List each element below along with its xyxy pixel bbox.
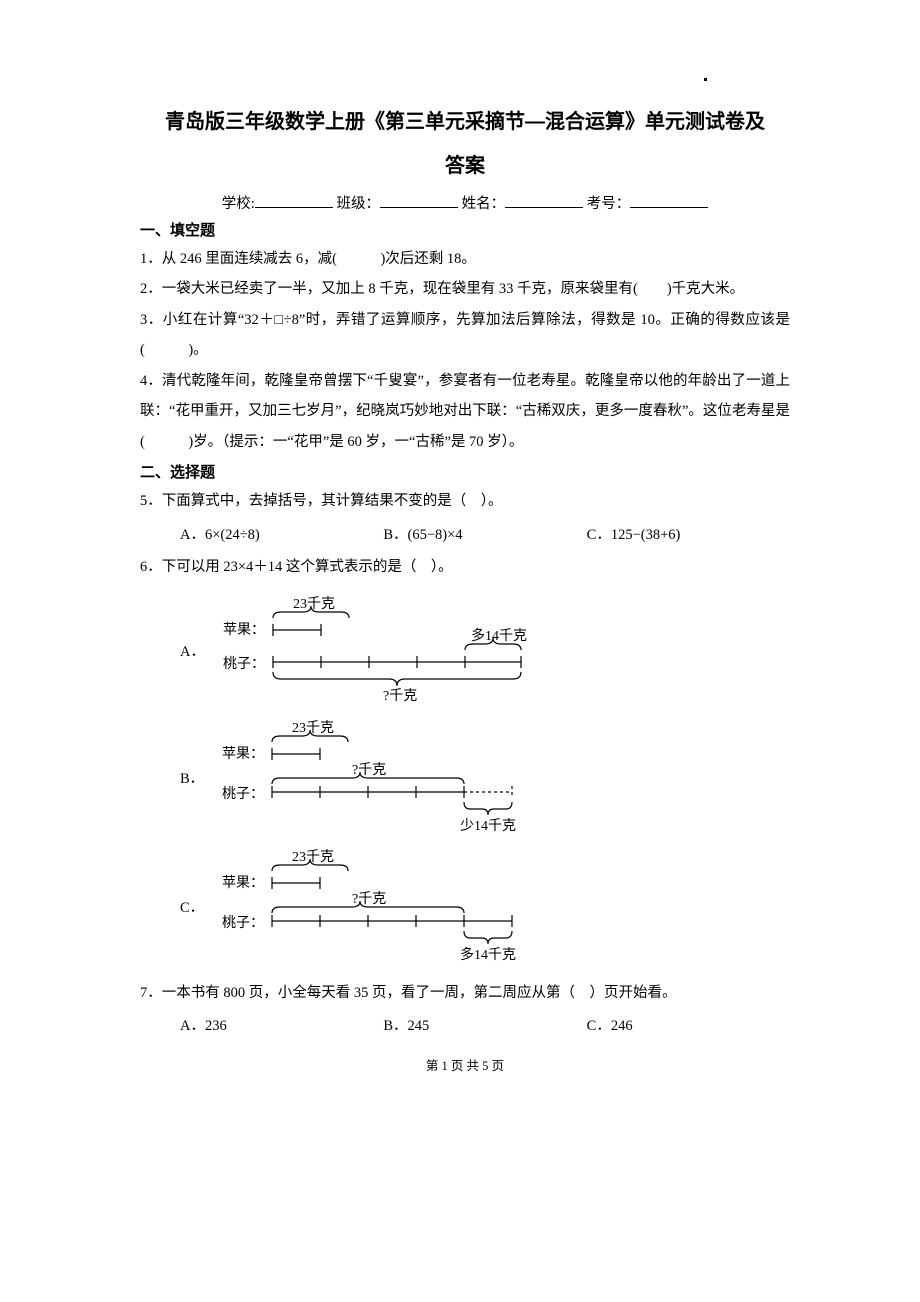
q5-option-b: B．(65−8)×4 (383, 523, 586, 544)
label-peach: 桃子： (222, 915, 264, 931)
q6-option-b-label: B． (180, 767, 204, 788)
label-23kg: 23千克 (292, 720, 334, 736)
question-3: 3．小红在计算“32＋□÷8”时，弄错了运算顺序，先算加法后算除法，得数是 10… (140, 305, 790, 366)
q7-option-c: C．246 (587, 1014, 790, 1035)
question-6: 6．下可以用 23×4＋14 这个算式表示的是（ ）。 (140, 552, 790, 582)
label-apple: 苹果： (222, 875, 264, 891)
page-footer: 第 1 页 共 5 页 (140, 1055, 790, 1074)
label-name: 姓名： (462, 196, 506, 212)
label-id: 考号： (587, 196, 631, 212)
label-peach: 桃子： (223, 656, 265, 672)
page-title: 青岛版三年级数学上册《第三单元采摘节—混合运算》单元测试卷及 答案 (140, 100, 790, 188)
label-qkg: ?千克 (383, 688, 417, 704)
student-info-line: 学校: 班级： 姓名： 考号： (140, 192, 790, 213)
q6-option-c-label: C． (180, 896, 204, 917)
label-class: 班级： (336, 196, 380, 212)
q7-option-b: B．245 (383, 1014, 586, 1035)
title-line-1: 青岛版三年级数学上册《第三单元采摘节—混合运算》单元测试卷及 (140, 100, 790, 144)
label-school: 学校: (222, 196, 255, 212)
q5-option-c: C．125−(38+6) (587, 523, 790, 544)
q6-option-c: C． 23千克 苹果： ?千克 桃子： (180, 849, 790, 964)
blank-id[interactable] (630, 193, 708, 208)
label-23kg: 23千克 (292, 849, 334, 865)
blank-class[interactable] (380, 193, 458, 208)
label-less14: 少14千克 (460, 818, 516, 834)
label-23kg: 23千克 (293, 596, 335, 612)
question-2: 2．一袋大米已经卖了一半，又加上 8 千克，现在袋里有 33 千克，原来袋里有(… (140, 274, 790, 304)
label-more14: 多14千克 (460, 946, 516, 963)
blank-school[interactable] (255, 193, 333, 208)
q5-option-a: A．6×(24÷8) (180, 523, 383, 544)
section-2-header: 二、选择题 (140, 461, 790, 482)
q6-option-b: B． 23千克 苹果： ?千克 桃子： (180, 720, 790, 835)
section-1-header: 一、填空题 (140, 219, 790, 240)
title-line-2: 答案 (140, 144, 790, 188)
blank-name[interactable] (505, 193, 583, 208)
question-5-choices: A．6×(24÷8) B．(65−8)×4 C．125−(38+6) (180, 523, 790, 544)
page-marker-dot (704, 78, 707, 81)
label-qkg: ?千克 (352, 891, 386, 907)
question-7: 7．一本书有 800 页，小全每天看 35 页，看了一周，第二周应从第（ ）页开… (140, 978, 790, 1008)
question-1: 1．从 246 里面连续减去 6，减( )次后还剩 18。 (140, 244, 790, 274)
label-apple: 苹果： (223, 622, 265, 638)
diagram-c: 23千克 苹果： ?千克 桃子： 多14千克 (212, 849, 552, 964)
question-5: 5．下面算式中，去掉括号，其计算结果不变的是（ ）。 (140, 486, 790, 516)
diagram-b: 23千克 苹果： ?千克 桃子： (212, 720, 552, 835)
question-4: 4．清代乾隆年间，乾隆皇帝曾摆下“千叟宴”，参宴者有一位老寿星。乾隆皇帝以他的年… (140, 366, 790, 457)
label-apple: 苹果： (222, 746, 264, 762)
question-7-choices: A．236 B．245 C．246 (180, 1014, 790, 1035)
label-qkg: ?千克 (352, 762, 386, 778)
q6-option-a-label: A． (180, 640, 205, 661)
q6-option-a: A． 23千克 苹果： 多14千克 桃子： (180, 596, 790, 706)
label-more14: 多14千克 (471, 627, 527, 644)
diagram-a: 23千克 苹果： 多14千克 桃子： (213, 596, 553, 706)
label-peach: 桃子： (222, 786, 264, 802)
q7-option-a: A．236 (180, 1014, 383, 1035)
